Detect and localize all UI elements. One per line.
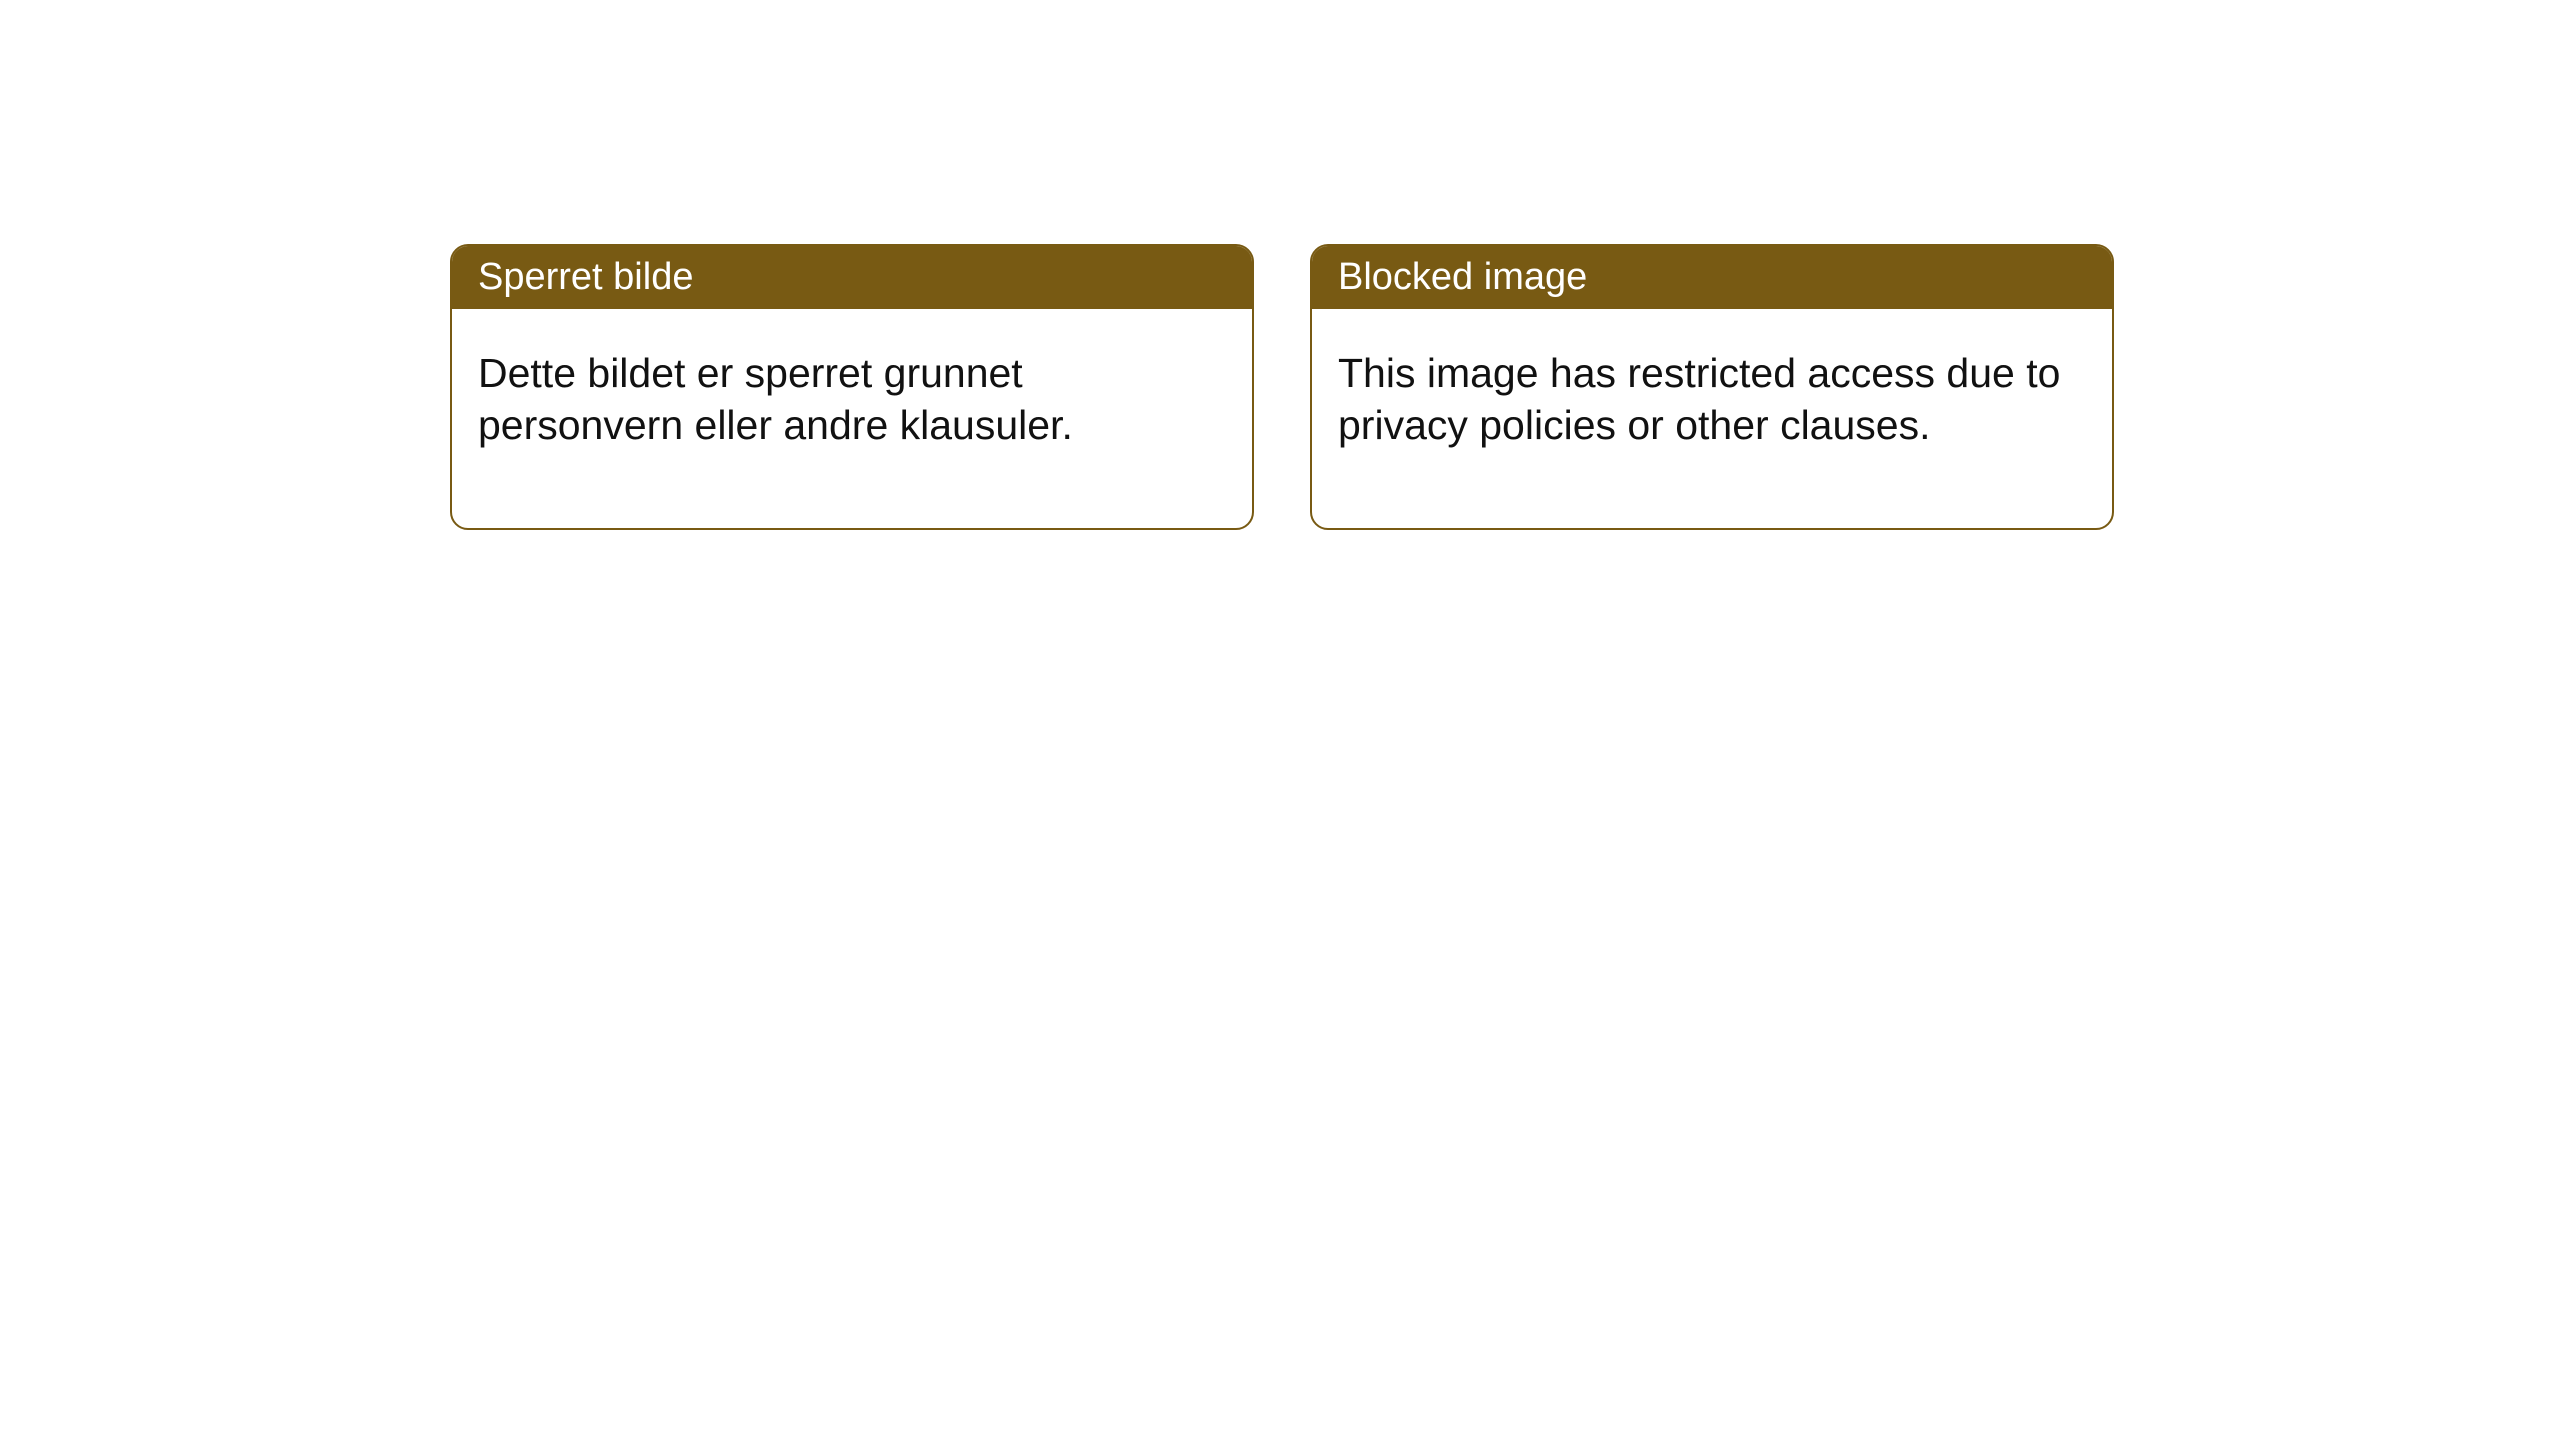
notice-body-text: Dette bildet er sperret grunnet personve… xyxy=(478,350,1073,448)
notice-body-text: This image has restricted access due to … xyxy=(1338,350,2060,448)
notice-body: This image has restricted access due to … xyxy=(1312,309,2112,528)
notice-container: Sperret bilde Dette bildet er sperret gr… xyxy=(0,0,2560,530)
notice-body: Dette bildet er sperret grunnet personve… xyxy=(452,309,1252,528)
notice-header: Sperret bilde xyxy=(452,246,1252,309)
notice-card-norwegian: Sperret bilde Dette bildet er sperret gr… xyxy=(450,244,1254,530)
notice-title: Sperret bilde xyxy=(478,256,693,298)
notice-card-english: Blocked image This image has restricted … xyxy=(1310,244,2114,530)
notice-title: Blocked image xyxy=(1338,256,1587,298)
notice-header: Blocked image xyxy=(1312,246,2112,309)
